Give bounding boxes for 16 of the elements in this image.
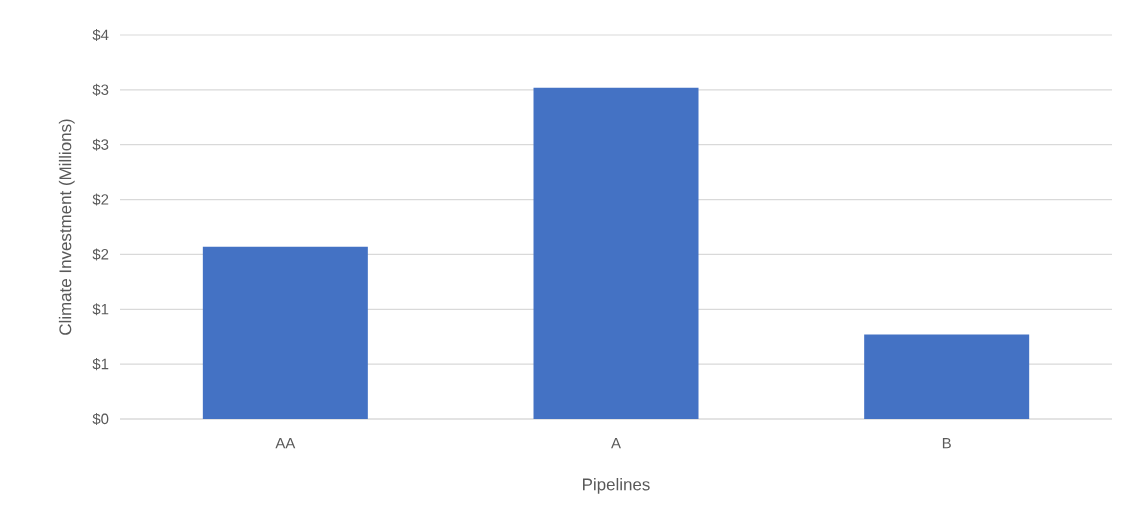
y-tick-label: $3	[92, 83, 109, 96]
y-tick-label: $2	[92, 248, 109, 261]
bar	[864, 334, 1030, 419]
y-tick-label: $2	[92, 193, 109, 206]
x-axis-title: Pipelines	[583, 477, 650, 494]
y-tick-label: $4	[92, 28, 109, 42]
y-tick-label: $3	[92, 138, 109, 151]
bar	[533, 87, 699, 419]
x-tick-label: A	[611, 438, 621, 449]
y-tick-label: $0	[92, 412, 109, 426]
y-tick-label: $1	[92, 358, 109, 371]
y-axis-title: Climate Investment (Millions)	[58, 119, 75, 335]
y-tick-label: $1	[92, 303, 109, 316]
x-tick-label: AA	[275, 438, 296, 449]
bar	[202, 246, 368, 419]
x-tick-label: B	[942, 438, 951, 449]
